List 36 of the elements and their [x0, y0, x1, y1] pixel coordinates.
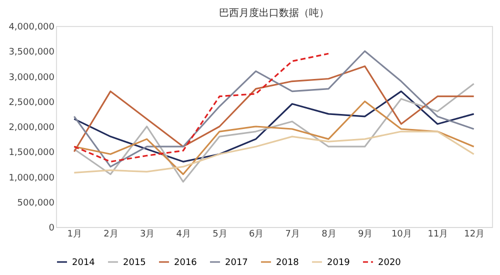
line-series: [73, 65, 475, 152]
legend-label: 2020: [378, 258, 402, 268]
x-tick-label: 8月: [322, 230, 336, 240]
x-tick-label: 6月: [248, 230, 264, 240]
y-tick-label: 1,000,000: [8, 173, 55, 184]
chart-title: 巴西月度出口数据（吨）: [219, 7, 329, 19]
x-tick-label: 5月: [212, 230, 228, 240]
line-series: [73, 100, 475, 176]
x-tick-label: 9月: [358, 230, 373, 240]
line-series: [73, 52, 330, 162]
line-series: [73, 90, 475, 162]
x-tick-label: 1月: [67, 230, 82, 240]
x-tick-label: 11月: [428, 230, 448, 240]
x-tick-label: 2月: [104, 230, 118, 240]
legend-label: 2016: [174, 258, 198, 268]
y-tick-label: 3,500,000: [8, 48, 55, 58]
line-series: [73, 130, 475, 174]
x-tick-label: 10月: [391, 230, 412, 240]
legend-label: 2015: [123, 258, 146, 268]
legend-label: 2014: [72, 258, 96, 268]
y-tick-label: 4,000,000: [8, 22, 55, 32]
y-tick-label: 500,000: [17, 198, 55, 208]
x-tick-label: 7月: [285, 230, 300, 240]
x-tick-label: 3月: [140, 230, 155, 240]
y-tick-label: 2,000,000: [8, 123, 55, 133]
legend-label: 2019: [327, 258, 350, 268]
y-tick-label: 1,500,000: [8, 148, 55, 158]
y-tick-label: 0: [48, 224, 55, 234]
line-series: [73, 82, 475, 183]
y-tick-label: 3,000,000: [8, 72, 55, 83]
x-tick-label: 4月: [176, 230, 192, 240]
x-tick-label: 12月: [464, 230, 485, 240]
legend-label: 2018: [276, 258, 300, 268]
line-series: [73, 50, 475, 168]
y-tick-label: 2,500,000: [8, 98, 55, 108]
legend-label: 2017: [225, 258, 248, 268]
